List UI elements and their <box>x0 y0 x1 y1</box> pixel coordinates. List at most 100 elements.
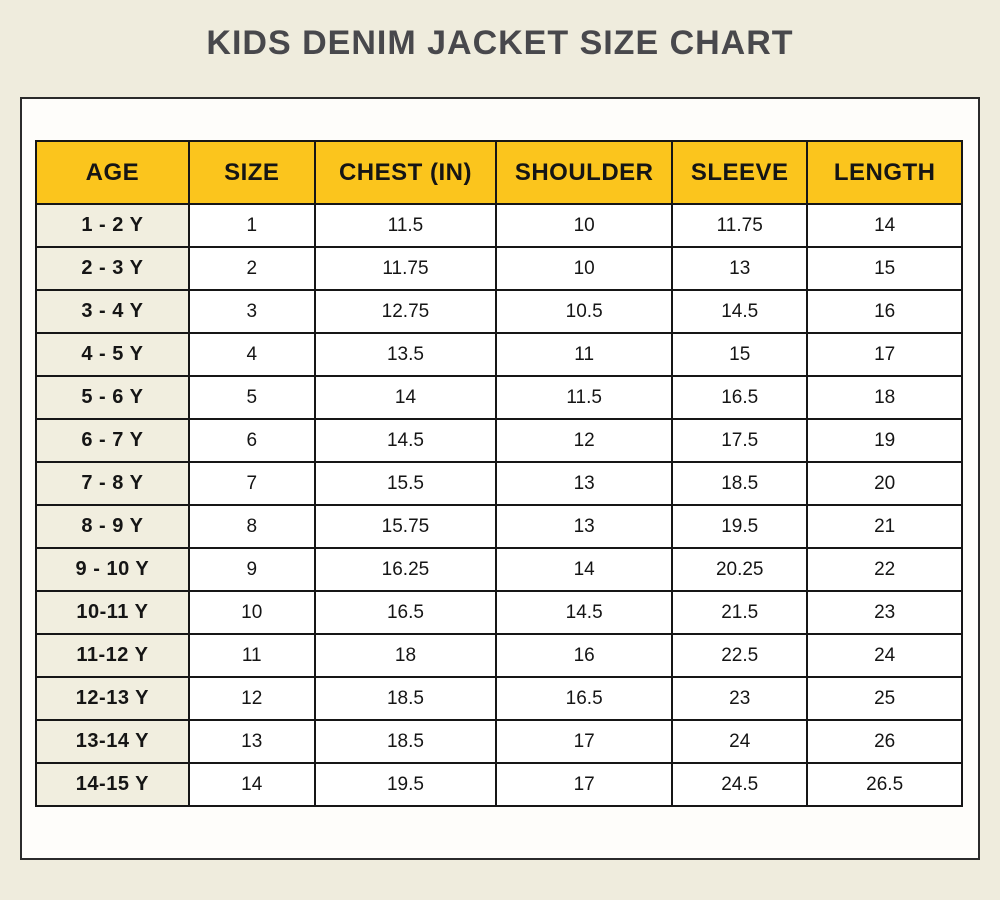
page-title: KIDS DENIM JACKET SIZE CHART <box>206 24 794 62</box>
value-cell: 24.5 <box>671 762 809 807</box>
value-cell: 14.5 <box>495 590 674 635</box>
age-cell: 3 - 4 Y <box>35 289 190 334</box>
value-cell: 12.75 <box>313 289 498 334</box>
column-header-size: SIZE <box>187 140 316 205</box>
value-cell: 13 <box>495 504 674 549</box>
value-cell: 10 <box>187 590 316 635</box>
age-cell: 14-15 Y <box>35 762 190 807</box>
value-cell: 11.75 <box>313 246 498 291</box>
column-header-age: AGE <box>35 140 190 205</box>
value-cell: 23 <box>671 676 809 721</box>
value-cell: 13 <box>495 461 674 506</box>
table-row: 4 - 5 Y 4 13.5 11 15 17 <box>35 332 963 377</box>
column-header-length: LENGTH <box>806 140 963 205</box>
value-cell: 18.5 <box>313 719 498 764</box>
column-header-sleeve: SLEEVE <box>671 140 809 205</box>
table-row: 14-15 Y 14 19.5 17 24.5 26.5 <box>35 762 963 807</box>
value-cell: 19.5 <box>671 504 809 549</box>
age-cell: 7 - 8 Y <box>35 461 190 506</box>
value-cell: 23 <box>806 590 963 635</box>
table-row: 8 - 9 Y 8 15.75 13 19.5 21 <box>35 504 963 549</box>
age-cell: 11-12 Y <box>35 633 190 678</box>
table-row: 13-14 Y 13 18.5 17 24 26 <box>35 719 963 764</box>
value-cell: 24 <box>806 633 963 678</box>
table-row: 6 - 7 Y 6 14.5 12 17.5 19 <box>35 418 963 463</box>
value-cell: 13 <box>671 246 809 291</box>
value-cell: 10 <box>495 203 674 248</box>
value-cell: 14 <box>313 375 498 420</box>
age-cell: 12-13 Y <box>35 676 190 721</box>
age-cell: 5 - 6 Y <box>35 375 190 420</box>
value-cell: 21.5 <box>671 590 809 635</box>
column-header-chest: CHEST (IN) <box>313 140 498 205</box>
value-cell: 4 <box>187 332 316 377</box>
age-cell: 2 - 3 Y <box>35 246 190 291</box>
value-cell: 1 <box>187 203 316 248</box>
age-cell: 6 - 7 Y <box>35 418 190 463</box>
value-cell: 14 <box>187 762 316 807</box>
table-row: 10-11 Y 10 16.5 14.5 21.5 23 <box>35 590 963 635</box>
value-cell: 17 <box>495 719 674 764</box>
value-cell: 6 <box>187 418 316 463</box>
value-cell: 16.5 <box>671 375 809 420</box>
value-cell: 12 <box>187 676 316 721</box>
value-cell: 3 <box>187 289 316 334</box>
value-cell: 5 <box>187 375 316 420</box>
value-cell: 7 <box>187 461 316 506</box>
value-cell: 18.5 <box>313 676 498 721</box>
table-header: AGE SIZE CHEST (IN) SHOULDER SLEEVE LENG… <box>35 140 963 205</box>
value-cell: 14.5 <box>671 289 809 334</box>
table-row: 3 - 4 Y 3 12.75 10.5 14.5 16 <box>35 289 963 334</box>
value-cell: 26.5 <box>806 762 963 807</box>
table-row: 5 - 6 Y 5 14 11.5 16.5 18 <box>35 375 963 420</box>
value-cell: 15 <box>671 332 809 377</box>
value-cell: 11 <box>187 633 316 678</box>
chart-panel: AGE SIZE CHEST (IN) SHOULDER SLEEVE LENG… <box>20 97 980 860</box>
size-chart-table: AGE SIZE CHEST (IN) SHOULDER SLEEVE LENG… <box>35 140 963 807</box>
value-cell: 19 <box>806 418 963 463</box>
value-cell: 13.5 <box>313 332 498 377</box>
value-cell: 17 <box>495 762 674 807</box>
value-cell: 17.5 <box>671 418 809 463</box>
value-cell: 25 <box>806 676 963 721</box>
column-header-shoulder: SHOULDER <box>495 140 674 205</box>
value-cell: 11 <box>495 332 674 377</box>
value-cell: 20 <box>806 461 963 506</box>
value-cell: 16.5 <box>495 676 674 721</box>
value-cell: 11.5 <box>313 203 498 248</box>
value-cell: 14.5 <box>313 418 498 463</box>
value-cell: 16.25 <box>313 547 498 592</box>
value-cell: 2 <box>187 246 316 291</box>
age-cell: 1 - 2 Y <box>35 203 190 248</box>
age-cell: 13-14 Y <box>35 719 190 764</box>
table-body: 1 - 2 Y 1 11.5 10 11.75 14 2 - 3 Y 2 11.75 10 13 15… <box>35 203 963 807</box>
value-cell: 18.5 <box>671 461 809 506</box>
value-cell: 22.5 <box>671 633 809 678</box>
table-row: 11-12 Y 11 18 16 22.5 24 <box>35 633 963 678</box>
value-cell: 11.75 <box>671 203 809 248</box>
value-cell: 21 <box>806 504 963 549</box>
value-cell: 18 <box>806 375 963 420</box>
value-cell: 19.5 <box>313 762 498 807</box>
age-cell: 4 - 5 Y <box>35 332 190 377</box>
value-cell: 11.5 <box>495 375 674 420</box>
value-cell: 16.5 <box>313 590 498 635</box>
value-cell: 22 <box>806 547 963 592</box>
value-cell: 15.5 <box>313 461 498 506</box>
value-cell: 13 <box>187 719 316 764</box>
value-cell: 15.75 <box>313 504 498 549</box>
value-cell: 10.5 <box>495 289 674 334</box>
value-cell: 20.25 <box>671 547 809 592</box>
table-row: 1 - 2 Y 1 11.5 10 11.75 14 <box>35 203 963 248</box>
value-cell: 15 <box>806 246 963 291</box>
value-cell: 16 <box>806 289 963 334</box>
value-cell: 24 <box>671 719 809 764</box>
table-row: 9 - 10 Y 9 16.25 14 20.25 22 <box>35 547 963 592</box>
header-row: AGE SIZE CHEST (IN) SHOULDER SLEEVE LENG… <box>35 140 963 205</box>
value-cell: 17 <box>806 332 963 377</box>
value-cell: 12 <box>495 418 674 463</box>
table-row: 12-13 Y 12 18.5 16.5 23 25 <box>35 676 963 721</box>
value-cell: 26 <box>806 719 963 764</box>
value-cell: 16 <box>495 633 674 678</box>
table-row: 2 - 3 Y 2 11.75 10 13 15 <box>35 246 963 291</box>
